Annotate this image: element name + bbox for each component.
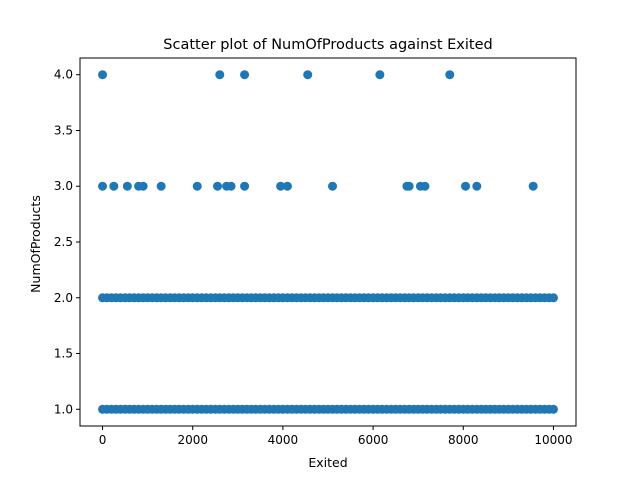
data-point <box>472 181 482 191</box>
data-point <box>528 181 538 191</box>
data-point <box>109 181 119 191</box>
y-tick-label: 1.0 <box>54 402 73 416</box>
y-axis-label: NumOfProducts <box>28 195 43 293</box>
data-point <box>328 181 338 191</box>
y-tick-label: 1.5 <box>54 347 73 361</box>
chart-title: Scatter plot of NumOfProducts against Ex… <box>163 37 492 53</box>
y-tick-label: 2.5 <box>54 235 73 249</box>
data-point <box>404 181 414 191</box>
y-tick-label: 4.0 <box>54 68 73 82</box>
data-point <box>548 293 558 303</box>
x-tick-label: 10000 <box>534 433 572 447</box>
x-tick-label: 4000 <box>268 433 299 447</box>
data-point <box>213 181 223 191</box>
data-point <box>375 70 385 80</box>
data-point <box>240 70 250 80</box>
data-point <box>98 70 108 80</box>
data-point <box>445 70 455 80</box>
x-tick-label: 0 <box>99 433 107 447</box>
x-tick-label: 2000 <box>177 433 208 447</box>
data-point <box>98 181 108 191</box>
data-point <box>282 181 292 191</box>
y-tick-label: 3.0 <box>54 179 73 193</box>
data-point <box>122 181 132 191</box>
y-tick-label: 2.0 <box>54 291 73 305</box>
data-point <box>548 404 558 414</box>
data-point <box>192 181 202 191</box>
data-point <box>226 181 236 191</box>
data-point <box>303 70 313 80</box>
data-point <box>156 181 166 191</box>
x-tick-label: 8000 <box>448 433 479 447</box>
data-point <box>138 181 148 191</box>
data-point <box>240 181 250 191</box>
plot-area: 0 2000 4000 6000 8000 10000 1.0 1.5 2.0 2.5 3.0 3.5… <box>54 57 577 447</box>
data-point <box>461 181 471 191</box>
x-tick-label: 6000 <box>358 433 389 447</box>
y-tick-label: 3.5 <box>54 123 73 137</box>
data-point <box>276 181 286 191</box>
data-point <box>420 181 430 191</box>
scatter-points <box>98 70 558 414</box>
x-axis-label: Exited <box>308 455 347 470</box>
data-point <box>215 70 225 80</box>
